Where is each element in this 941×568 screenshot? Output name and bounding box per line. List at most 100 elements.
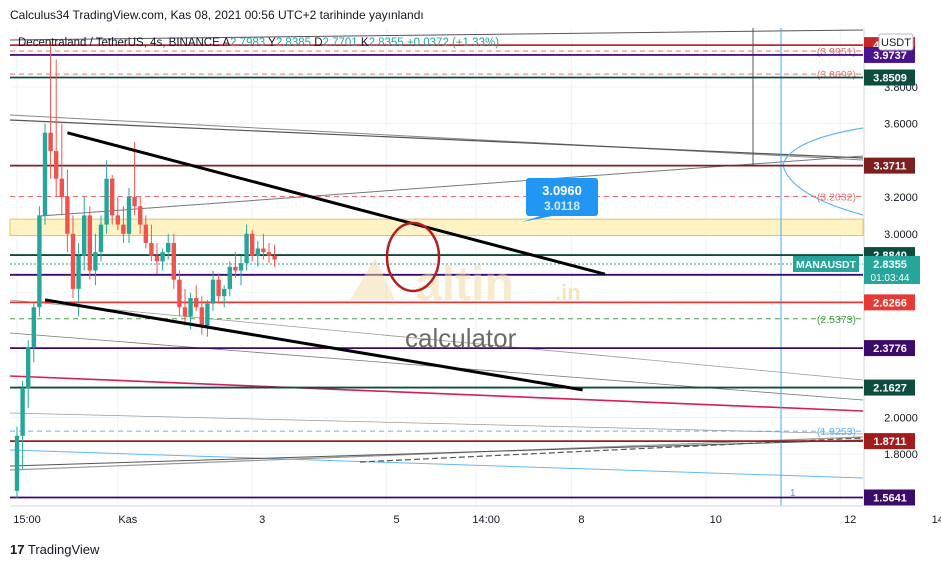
breakout-circle [385,221,441,293]
candle [93,233,98,286]
candle [26,340,31,409]
candle-body [93,252,98,271]
legend-part: D [314,37,322,49]
candle-body [98,224,104,253]
time-tick-label: 5 [394,514,400,526]
time-tick-label: 3 [259,514,265,526]
candle-body [216,279,221,297]
legend-part: 2.8385 [276,37,314,49]
annotation-label: 1 [790,488,796,499]
callout-line2: 3.0118 [544,199,580,213]
time-tick-label: 10 [710,514,722,526]
trend-line [9,119,864,159]
candle-body [87,215,92,271]
candle [54,59,59,198]
trend-line [9,412,864,435]
candle-body [154,255,160,262]
wedge-lower-line [44,298,583,392]
level-label: (2.5373) [817,314,856,326]
price-tick-label: 3.0000 [884,229,918,241]
level-price-tag [864,294,915,311]
candle [238,255,244,286]
candle-body [42,132,48,216]
current-price-tag [864,255,920,284]
candle-body [115,215,120,225]
price-tick-label: 3.2000 [884,192,918,204]
candle-body [227,266,232,289]
candle [31,303,36,363]
level-label: (3.8692) [817,69,856,81]
candle-body [255,248,260,256]
candle-body [188,298,193,317]
level-price-tag [864,379,915,396]
candle [132,141,137,216]
candle-body [160,252,165,262]
candle [171,233,176,289]
legend-part: 2.7983 [230,37,268,49]
candle-body [132,197,137,207]
candle [98,215,104,262]
candle-body [104,178,109,225]
level-price-tag [864,69,915,86]
price-tick-label: 2.0000 [884,412,918,424]
candle-body [261,248,266,253]
candle-body [121,224,126,234]
trend-line [9,29,864,41]
level-price-tag-label: 3.8509 [873,73,907,85]
candle-body [205,303,210,326]
candle [20,380,25,469]
wedge-upper-line [67,131,606,276]
candle-body [48,132,53,152]
countdown-label: 01:03:44 [871,273,910,284]
time-tick-label: 12 [844,514,856,526]
candle-body [250,233,255,256]
level-price-tag-label: 2.1627 [873,383,907,395]
candle-body [149,242,154,256]
candle [37,206,42,317]
candle [143,215,148,249]
candle-body [233,266,238,271]
legend: Decentraland / TetherUS, 4s, BINANCE A2.… [18,37,499,49]
candle-body [110,178,115,216]
candle [154,242,160,275]
candle-body [59,178,64,198]
watermark: altin .in calculator [350,258,581,353]
watermark-tld: .in [555,280,581,305]
candle [222,285,227,308]
candle [216,274,221,304]
candle [110,175,115,225]
candle [227,261,232,297]
candle [194,285,199,311]
tradingview-logo-icon: 17 [10,542,25,557]
candle-body [272,255,277,260]
candle-body [143,224,148,243]
watermark-sub: calculator [405,323,517,353]
candle [126,187,132,243]
time-tick-label: Kas [118,514,137,526]
time-tick-label: 15:00 [13,514,41,526]
trend-line [9,375,864,412]
level-price-tag [864,340,915,357]
candles[interactable] [14,40,277,499]
candle-body [70,233,76,289]
time-tick-label: 14:00 [472,514,500,526]
candle [65,169,70,253]
candle-body [54,151,59,179]
candle [138,197,143,234]
legend-part: +0.0372 (+1.33%) [407,37,499,49]
wedge-lines [44,131,606,392]
candle-body [20,388,25,436]
candle [177,270,182,317]
level-price-tag-label: 2.3776 [873,343,907,355]
candle [272,244,277,267]
published-banner: Calculus34 TradingView.com, Kas 08, 2021… [0,0,941,28]
price-axis: 3.80003.60003.20003.00002.00001.80004.02… [793,28,941,506]
legend-text: Decentraland / TetherUS, 4s, BINANCE A2.… [18,37,499,49]
level-price-tag [864,157,915,174]
trend-line [9,114,864,161]
resistance-zone [9,218,864,237]
level-price-tag-label: 1.5641 [873,493,907,505]
callout-line1: 3.0960 [542,183,582,198]
